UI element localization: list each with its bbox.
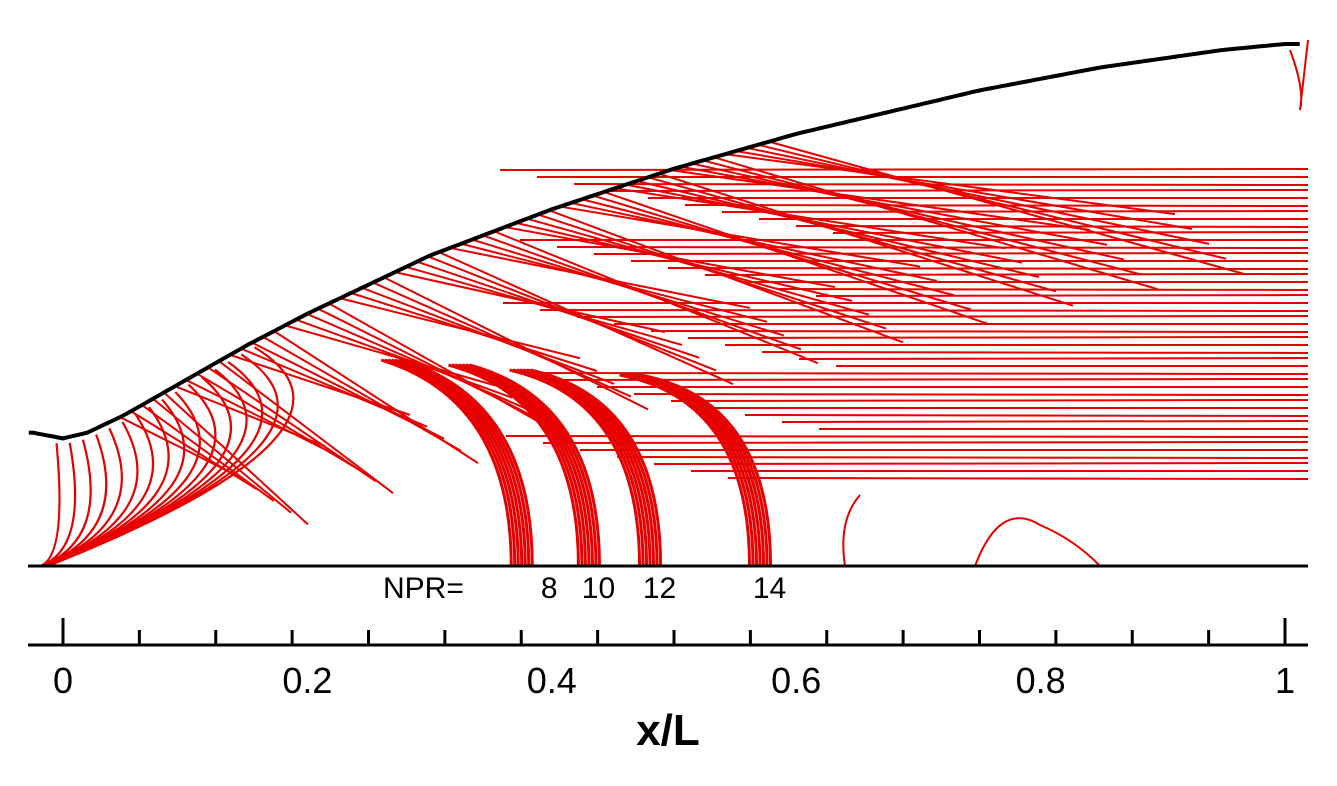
- x-tick-label: 0: [53, 660, 73, 701]
- shock-band-line: [401, 358, 534, 567]
- contour-line: [46, 353, 279, 568]
- npr-prefix-label: NPR=: [383, 572, 464, 605]
- contour-line: [593, 252, 1309, 255]
- contour-line: [295, 318, 513, 399]
- contour-line: [47, 346, 295, 568]
- contour-line: [757, 143, 1227, 260]
- contour-line: [130, 410, 258, 491]
- contour-line: [815, 294, 1309, 297]
- contour-line: [559, 378, 1309, 381]
- contour-line: [727, 477, 1309, 480]
- npr-label: 12: [643, 572, 676, 605]
- contour-line: [196, 372, 360, 471]
- x-tick-label: 0.2: [282, 660, 332, 701]
- x-axis-tick-labels: 0 0.2 0.4 0.6 0.8 1: [53, 660, 1295, 701]
- contour-line: [974, 517, 1101, 567]
- contour-line: [539, 309, 1309, 312]
- contour-line: [328, 302, 564, 437]
- contour-line: [284, 324, 496, 387]
- contour-line: [702, 159, 1142, 276]
- contour-line: [633, 393, 1309, 396]
- shock-band-line: [391, 358, 524, 567]
- contour-line: [372, 281, 632, 398]
- shock-band-line: [380, 358, 513, 567]
- contour-line: [721, 210, 1309, 213]
- x-tick-label: 0.8: [1016, 660, 1066, 701]
- contour-line: [670, 399, 1309, 402]
- contour-line: [559, 205, 921, 268]
- x-tick-label: 0.4: [527, 660, 577, 701]
- contour-line: [781, 420, 1309, 423]
- contour-line: [556, 246, 1309, 249]
- shock-band-line: [387, 358, 520, 567]
- contour-line: [438, 251, 734, 386]
- npr-label: 8: [541, 572, 558, 605]
- contour-line: [746, 146, 1210, 245]
- contour-line: [218, 360, 394, 494]
- contour-line: [842, 494, 861, 567]
- contour-line: [616, 456, 1309, 459]
- contour-line: [40, 443, 61, 568]
- contour-line: [610, 189, 1309, 192]
- contour-line: [667, 267, 1309, 270]
- contour-line: [141, 404, 275, 502]
- contour-line: [653, 462, 1309, 465]
- contour-line: [361, 286, 615, 385]
- shock-band-line: [530, 368, 663, 567]
- contour-line: [152, 397, 292, 514]
- contour-line: [573, 183, 1309, 186]
- contour-line: [798, 357, 1309, 360]
- x-tick-label: 0.6: [771, 660, 821, 701]
- npr-label: 14: [753, 572, 786, 605]
- shock-band-line: [640, 373, 773, 567]
- contour-line: [684, 204, 1309, 207]
- shock-band-line: [398, 358, 531, 567]
- contour-line: [778, 288, 1309, 291]
- contour-line: [163, 391, 309, 526]
- x-axis-label: x/L: [636, 706, 700, 755]
- contour-line: [505, 435, 1309, 438]
- contour-line: [207, 366, 377, 483]
- shock-band-line: [469, 363, 601, 567]
- contour-line: [687, 336, 1309, 339]
- contour-line: [795, 225, 1309, 228]
- contour-line: [704, 273, 1309, 276]
- contour-line: [548, 209, 904, 344]
- npr-annotation: NPR= 8 10 12 14: [383, 572, 786, 605]
- shock-band-line: [394, 358, 527, 567]
- contour-line: [669, 169, 1091, 232]
- x-tick-label: 1: [1275, 660, 1295, 701]
- contour-line: [350, 292, 598, 372]
- contour-line: [493, 230, 819, 365]
- contour-line: [832, 231, 1309, 234]
- contour-line: [273, 330, 479, 464]
- contour-line: [45, 368, 248, 568]
- contour-line: [744, 414, 1309, 417]
- contour-line: [306, 312, 530, 411]
- shock-band-line: [384, 358, 517, 567]
- contour-line: [603, 191, 989, 325]
- contour-line: [576, 315, 1309, 318]
- contour-line: [768, 140, 1244, 275]
- contour-line: [713, 156, 1159, 291]
- contour-line: [40, 442, 77, 568]
- contour-line: [650, 330, 1309, 333]
- contour-line: [522, 372, 1309, 375]
- contour-line: [499, 168, 1309, 171]
- x-axis-ticks: [61, 618, 1287, 645]
- contour-line: [542, 441, 1309, 444]
- contour-lines: [40, 39, 1309, 568]
- nozzle-wall-line: [28, 42, 1300, 441]
- npr-label: 10: [582, 572, 615, 605]
- contour-line: [761, 351, 1309, 354]
- contour-line: [427, 255, 717, 372]
- contour-line: [1289, 39, 1309, 111]
